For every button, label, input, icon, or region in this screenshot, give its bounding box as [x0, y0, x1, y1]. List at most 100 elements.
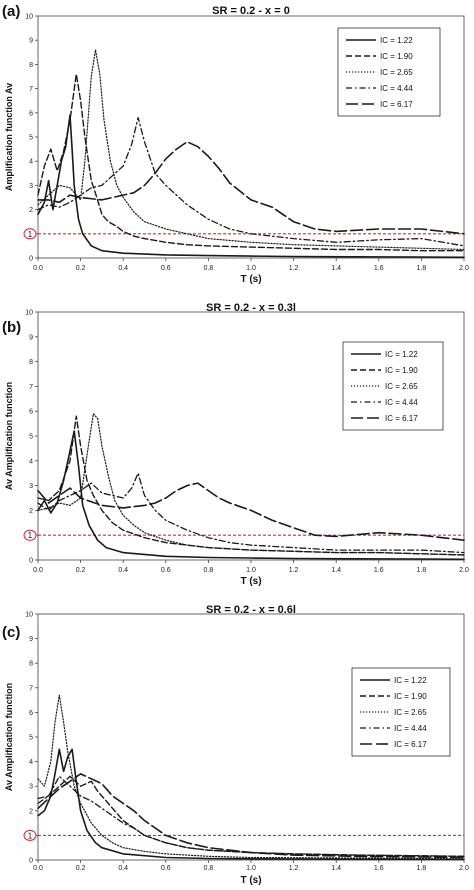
reference-marker-circle: [23, 829, 37, 841]
y-tick-label: 2: [29, 508, 33, 515]
chart-title: SR = 0.2 - x = 0.3l: [206, 302, 296, 314]
x-tick-label: 1.6: [374, 567, 384, 574]
x-tick-label: 0.8: [204, 567, 214, 574]
y-tick-label: 10: [25, 612, 33, 619]
x-tick-label: 2.0: [459, 265, 469, 272]
y-tick-label: 7: [29, 384, 33, 391]
x-tick-label: 0.0: [33, 865, 43, 872]
legend-label: IC = 2.65: [380, 68, 413, 77]
y-tick-label: 9: [29, 334, 33, 341]
y-axis-label: Amplification function Av: [4, 83, 14, 191]
y-tick-label: 5: [29, 735, 33, 742]
reference-marker-label: 1: [28, 230, 33, 239]
legend-label: IC = 6.17: [385, 414, 418, 423]
x-tick-label: 1.4: [331, 567, 341, 574]
legend-label: IC = 1.90: [380, 52, 413, 61]
x-tick-label: 2.0: [459, 567, 469, 574]
y-tick-label: 4: [29, 458, 33, 465]
reference-marker-circle: [23, 529, 37, 541]
series-line-ic-190: [37, 415, 465, 556]
x-tick-label: 1.4: [331, 865, 341, 872]
x-tick-label: 0.4: [118, 865, 128, 872]
x-tick-label: 1.8: [417, 865, 427, 872]
chart-panel-b: (b) SR = 0.2 - x = 0.3l 0 1 2 3 4 5 6 7 8 9 10 0.0 0.2…: [2, 302, 469, 587]
x-tick-label: 1.2: [289, 265, 299, 272]
legend: IC = 1.22 IC = 1.90 IC = 2.65 IC = 4.44 IC =…: [337, 27, 441, 117]
x-tick-label: 1.6: [374, 865, 384, 872]
x-tick-label: 0.0: [33, 265, 43, 272]
legend-label: IC = 1.90: [385, 366, 418, 375]
x-axis-label: T (s): [240, 875, 261, 886]
legend-label: IC = 4.44: [380, 84, 413, 93]
x-tick-label: 1.0: [246, 567, 256, 574]
x-axis-label: T (s): [240, 274, 261, 285]
y-tick-label: 4: [29, 159, 33, 166]
y-tick-label: 5: [29, 135, 33, 142]
y-tick-label: 5: [29, 434, 33, 441]
series-line-ic-122: [37, 430, 465, 561]
reference-marker-label: 1: [28, 531, 33, 540]
series-line-ic-122: [37, 114, 465, 259]
legend-label: IC = 2.65: [385, 382, 418, 391]
y-tick-label: 7: [29, 685, 33, 692]
x-tick-label: 0.8: [204, 865, 214, 872]
x-tick-label: 1.0: [246, 265, 256, 272]
series-line-ic-122: [37, 748, 465, 861]
legend-label: IC = 1.22: [380, 36, 413, 45]
chart-title: SR = 0.2 - x = 0: [212, 5, 290, 17]
legend-label: IC = 4.44: [394, 724, 427, 733]
y-tick-label: 9: [29, 636, 33, 643]
y-tick-label: 2: [29, 808, 33, 815]
x-tick-label: 0.6: [161, 265, 171, 272]
y-tick-label: 8: [29, 359, 33, 366]
y-tick-label: 6: [29, 710, 33, 717]
y-axis-label: Av Amplification function: [4, 382, 14, 490]
x-tick-label: 0.6: [161, 567, 171, 574]
series-line-ic-617: [37, 141, 465, 235]
chart-panel-c: (c) SR = 0.2 - x = 0.6l 0 1 2 3 4 5 6 7 8 9 10 0.0 0.2…: [2, 604, 469, 886]
x-tick-label: 0.4: [118, 567, 128, 574]
y-tick-label: 10: [25, 14, 33, 21]
x-tick-label: 0.2: [76, 567, 86, 574]
legend-label: IC = 6.17: [380, 100, 413, 109]
chart-title: SR = 0.2 - x = 0.6l: [206, 604, 296, 616]
panel-label: (b): [2, 319, 21, 336]
panel-label: (a): [2, 3, 20, 20]
x-tick-label: 1.2: [289, 865, 299, 872]
x-axis-label: T (s): [240, 576, 261, 587]
y-tick-label: 8: [29, 661, 33, 668]
x-tick-label: 2.0: [459, 865, 469, 872]
legend-box: [342, 341, 444, 431]
series-line-ic-265: [37, 49, 465, 251]
x-tick-label: 1.8: [417, 567, 427, 574]
panel-label: (c): [2, 624, 20, 641]
y-tick-label: 8: [29, 62, 33, 69]
series-line-ic-617: [37, 773, 465, 859]
x-tick-label: 0.8: [204, 265, 214, 272]
y-tick-label: 10: [25, 310, 33, 317]
x-tick-label: 1.6: [374, 265, 384, 272]
x-tick-label: 1.8: [417, 265, 427, 272]
legend-label: IC = 4.44: [385, 398, 418, 407]
y-tick-label: 3: [29, 784, 33, 791]
y-tick-label: 9: [29, 38, 33, 45]
chart-panel-a: (a) SR = 0.2 - x = 0 0 1 2 3 4 5 6 7 8 9 10 0.0 0.2 0.4…: [2, 3, 469, 285]
y-tick-label: 3: [29, 183, 33, 190]
x-tick-label: 0.4: [118, 265, 128, 272]
series-line-ic-265: [37, 694, 465, 860]
y-tick-label: 3: [29, 483, 33, 490]
x-tick-label: 1.0: [246, 865, 256, 872]
y-tick-label: 0: [29, 558, 33, 565]
legend-label: IC = 1.22: [385, 350, 418, 359]
y-tick-label: 4: [29, 759, 33, 766]
legend-label: IC = 1.90: [394, 692, 427, 701]
x-tick-label: 0.6: [161, 865, 171, 872]
legend: IC = 1.22 IC = 1.90 IC = 2.65 IC = 4.44 IC =…: [351, 667, 451, 757]
y-tick-label: 6: [29, 110, 33, 117]
reference-marker-label: 1: [28, 831, 33, 840]
x-tick-label: 0.2: [76, 865, 86, 872]
y-tick-label: 0: [29, 256, 33, 263]
x-tick-label: 0.2: [76, 265, 86, 272]
reference-marker-circle: [23, 228, 37, 240]
y-axis-label: Av Amplification function: [4, 683, 14, 791]
